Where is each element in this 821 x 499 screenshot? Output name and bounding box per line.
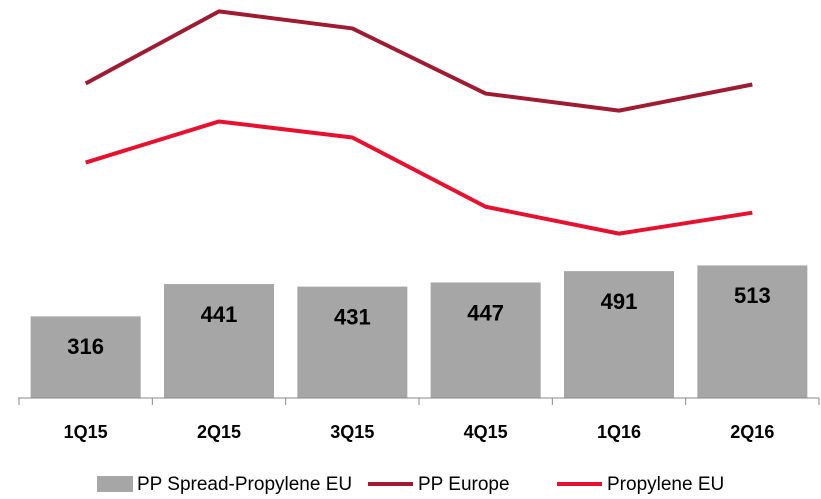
legend-label: PP Spread-Propylene EU [137, 474, 352, 495]
x-tick-label: 2Q16 [730, 422, 774, 442]
x-tick-label: 4Q15 [464, 422, 508, 442]
legend-swatch [97, 476, 133, 492]
bar [430, 282, 541, 398]
line [85, 119, 753, 236]
line [84, 9, 753, 113]
x-tick-label: 1Q16 [597, 422, 641, 442]
x-tick-label: 2Q15 [197, 422, 241, 442]
bar [564, 271, 674, 398]
legend-label: Propylene EU [607, 474, 724, 495]
bar-value-label: 441 [201, 302, 238, 327]
bar [297, 286, 408, 398]
bar-value-label: 513 [734, 283, 771, 308]
x-tick-label: 1Q15 [64, 422, 108, 442]
bar [164, 284, 274, 398]
bar-value-label: 316 [67, 334, 104, 359]
bar [30, 316, 141, 398]
bar-value-label: 447 [467, 300, 504, 325]
bar [697, 265, 808, 398]
bar-value-label: 491 [601, 289, 638, 314]
bar-value-label: 431 [334, 304, 371, 329]
x-tick-label: 3Q15 [330, 422, 374, 442]
legend-label: PP Europe [418, 474, 510, 495]
